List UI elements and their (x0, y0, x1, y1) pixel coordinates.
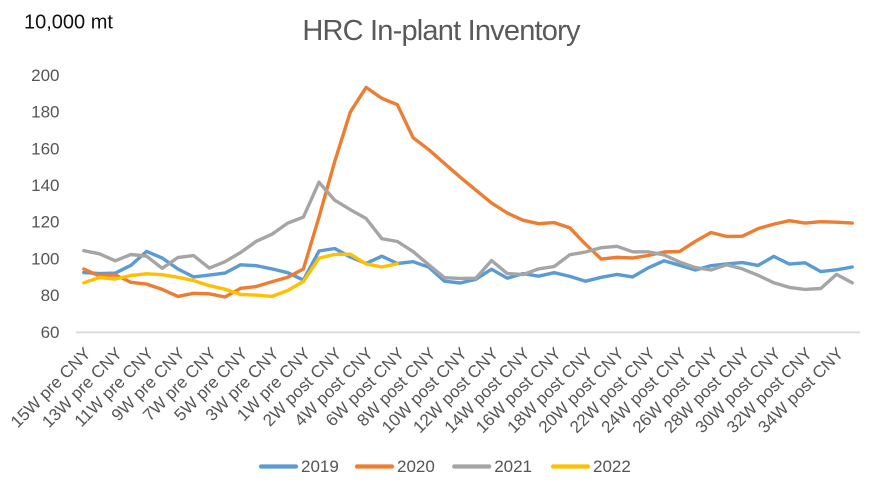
svg-text:10,000 mt: 10,000 mt (24, 12, 113, 34)
svg-text:140: 140 (31, 176, 59, 195)
svg-text:2019: 2019 (301, 457, 339, 476)
svg-text:80: 80 (41, 286, 60, 305)
svg-text:2020: 2020 (397, 457, 435, 476)
svg-text:HRC In-plant Inventory: HRC In-plant Inventory (302, 15, 581, 47)
svg-text:100: 100 (31, 249, 59, 268)
svg-text:120: 120 (31, 213, 59, 232)
svg-text:2022: 2022 (593, 457, 631, 476)
svg-text:200: 200 (31, 66, 59, 85)
svg-text:2021: 2021 (494, 457, 532, 476)
svg-text:60: 60 (41, 323, 60, 342)
svg-text:160: 160 (31, 139, 59, 158)
svg-text:180: 180 (31, 103, 59, 122)
